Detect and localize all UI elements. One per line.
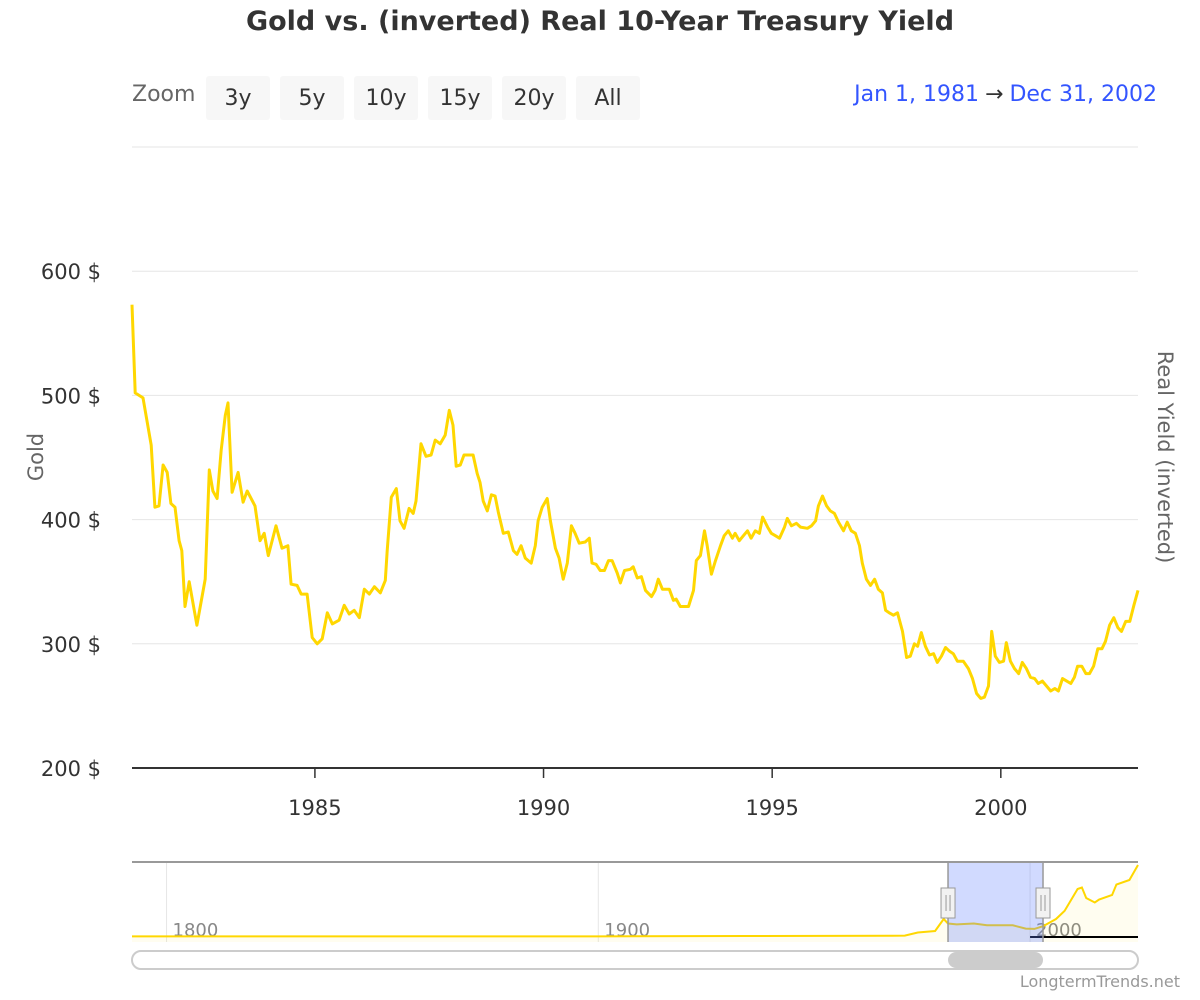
y-axis-title-right: Real Yield (inverted) <box>1153 351 1177 564</box>
zoom-label: Zoom <box>132 82 196 107</box>
navigator-tick-label: 2000 <box>1036 920 1082 941</box>
y-axis-title: Gold <box>24 433 48 481</box>
chart-title: Gold vs. (inverted) Real 10-Year Treasur… <box>245 6 955 37</box>
x-tick-label: 2000 <box>974 796 1027 820</box>
navigator-selection <box>948 862 1044 942</box>
y-tick-label: 600 $ <box>41 260 101 284</box>
navigator-area <box>132 865 1138 942</box>
y-tick-label: 500 $ <box>41 384 101 408</box>
navigator-series-line <box>132 864 1139 938</box>
zoom-3y-button[interactable]: 3y <box>206 76 270 120</box>
range-separator: → <box>985 82 1004 107</box>
scrollbar-thumb[interactable] <box>948 952 1044 968</box>
y-tick-label: 300 $ <box>41 633 101 657</box>
x-tick-label: 1990 <box>517 796 570 820</box>
zoom-all-button[interactable]: All <box>576 76 640 120</box>
zoom-15y-button[interactable]: 15y <box>428 76 492 120</box>
y-tick-label: 400 $ <box>41 509 101 533</box>
date-range[interactable]: Jan 1, 1981 → Dec 31, 2002 <box>854 82 1157 107</box>
credit-link[interactable]: LongtermTrends.net <box>1019 972 1180 991</box>
zoom-20y-button[interactable]: 20y <box>502 76 566 120</box>
zoom-10y-button[interactable]: 10y <box>354 76 418 120</box>
x-tick-label: 1995 <box>745 796 798 820</box>
x-tick-label: 1985 <box>288 796 341 820</box>
gold-series-line <box>130 304 1140 700</box>
zoom-5y-button[interactable]: 5y <box>280 76 344 120</box>
navigator-handle-left[interactable] <box>940 887 956 919</box>
navigator-handle-right[interactable] <box>1035 887 1051 919</box>
y-tick-label: 200 $ <box>41 757 101 781</box>
range-to[interactable]: Dec 31, 2002 <box>1009 82 1157 107</box>
scrollbar-track[interactable] <box>131 950 1139 970</box>
range-from[interactable]: Jan 1, 1981 <box>854 82 980 107</box>
